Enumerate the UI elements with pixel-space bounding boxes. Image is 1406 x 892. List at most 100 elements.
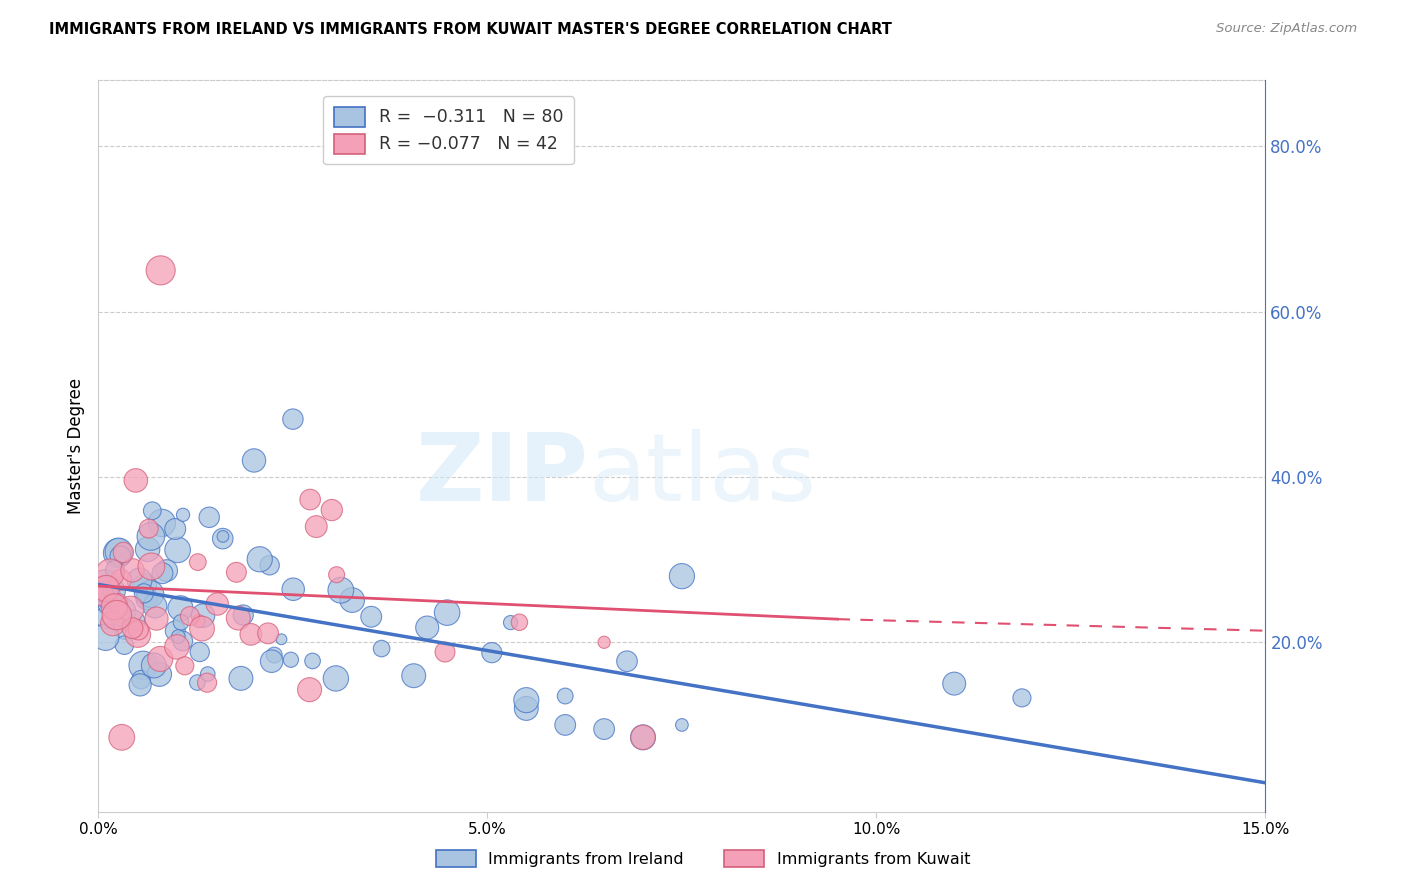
Point [305, 519, 328, 533]
Point [96, 610, 118, 624]
Point [111, 731, 134, 745]
Y-axis label: Master's Degree: Master's Degree [66, 378, 84, 514]
Point [170, 615, 193, 630]
Point [114, 620, 136, 634]
Point [110, 605, 132, 619]
Point [136, 542, 159, 557]
Point [239, 627, 262, 641]
Point [226, 611, 249, 625]
Point [152, 566, 174, 581]
Point [122, 615, 145, 629]
Point [167, 630, 190, 644]
Point [515, 701, 537, 715]
Point [299, 492, 322, 507]
Point [259, 558, 281, 573]
Point [434, 645, 457, 659]
Point [270, 632, 292, 647]
Point [257, 626, 280, 640]
Point [436, 606, 458, 620]
Point [631, 731, 654, 745]
Point [360, 609, 382, 624]
Point [143, 599, 166, 613]
Point [97, 598, 120, 612]
Legend: Immigrants from Ireland, Immigrants from Kuwait: Immigrants from Ireland, Immigrants from… [429, 844, 977, 873]
Point [481, 646, 503, 660]
Legend: R =  −0.311   N = 80, R = −0.077   N = 42: R = −0.311 N = 80, R = −0.077 N = 42 [323, 96, 574, 164]
Point [139, 587, 162, 601]
Point [172, 634, 194, 648]
Point [138, 522, 160, 536]
Point [107, 596, 129, 610]
Point [187, 614, 209, 628]
Point [156, 564, 179, 578]
Point [169, 601, 191, 615]
Point [107, 546, 129, 560]
Point [631, 731, 654, 745]
Point [172, 508, 194, 522]
Point [112, 638, 135, 652]
Point [129, 673, 152, 687]
Point [191, 622, 214, 636]
Text: Source: ZipAtlas.com: Source: ZipAtlas.com [1216, 22, 1357, 36]
Point [127, 623, 149, 637]
Point [121, 563, 143, 577]
Point [232, 607, 254, 622]
Point [593, 635, 616, 649]
Point [416, 621, 439, 635]
Point [148, 667, 170, 681]
Point [110, 573, 132, 587]
Point [94, 630, 117, 644]
Point [325, 672, 347, 686]
Point [132, 586, 155, 600]
Point [129, 678, 152, 692]
Point [97, 589, 120, 603]
Point [142, 658, 165, 673]
Point [110, 549, 132, 563]
Point [321, 503, 343, 517]
Point [125, 474, 148, 488]
Point [229, 672, 252, 686]
Point [554, 689, 576, 703]
Point [499, 615, 522, 630]
Point [298, 682, 321, 697]
Point [207, 597, 229, 611]
Point [112, 545, 135, 559]
Point [94, 577, 117, 591]
Point [191, 608, 214, 623]
Point [91, 587, 114, 601]
Point [150, 516, 173, 530]
Point [98, 566, 121, 580]
Point [101, 616, 124, 631]
Point [103, 599, 125, 614]
Point [325, 567, 347, 582]
Point [198, 510, 221, 524]
Point [1011, 690, 1033, 705]
Point [134, 578, 156, 592]
Point [121, 621, 143, 635]
Point [93, 582, 115, 597]
Point [225, 566, 247, 580]
Point [141, 504, 163, 518]
Point [593, 722, 616, 736]
Point [211, 532, 233, 546]
Point [283, 582, 305, 597]
Point [149, 263, 172, 277]
Point [187, 555, 209, 569]
Point [166, 542, 188, 557]
Point [370, 641, 392, 656]
Point [554, 718, 576, 732]
Point [149, 652, 172, 666]
Point [135, 591, 157, 606]
Text: IMMIGRANTS FROM IRELAND VS IMMIGRANTS FROM KUWAIT MASTER'S DEGREE CORRELATION CH: IMMIGRANTS FROM IRELAND VS IMMIGRANTS FR… [49, 22, 891, 37]
Point [616, 654, 638, 668]
Point [120, 602, 142, 616]
Point [402, 669, 425, 683]
Point [103, 583, 125, 598]
Point [197, 667, 219, 681]
Point [340, 593, 363, 607]
Text: ZIP: ZIP [416, 429, 589, 521]
Point [188, 645, 211, 659]
Point [249, 552, 271, 566]
Point [179, 609, 201, 624]
Point [96, 582, 118, 596]
